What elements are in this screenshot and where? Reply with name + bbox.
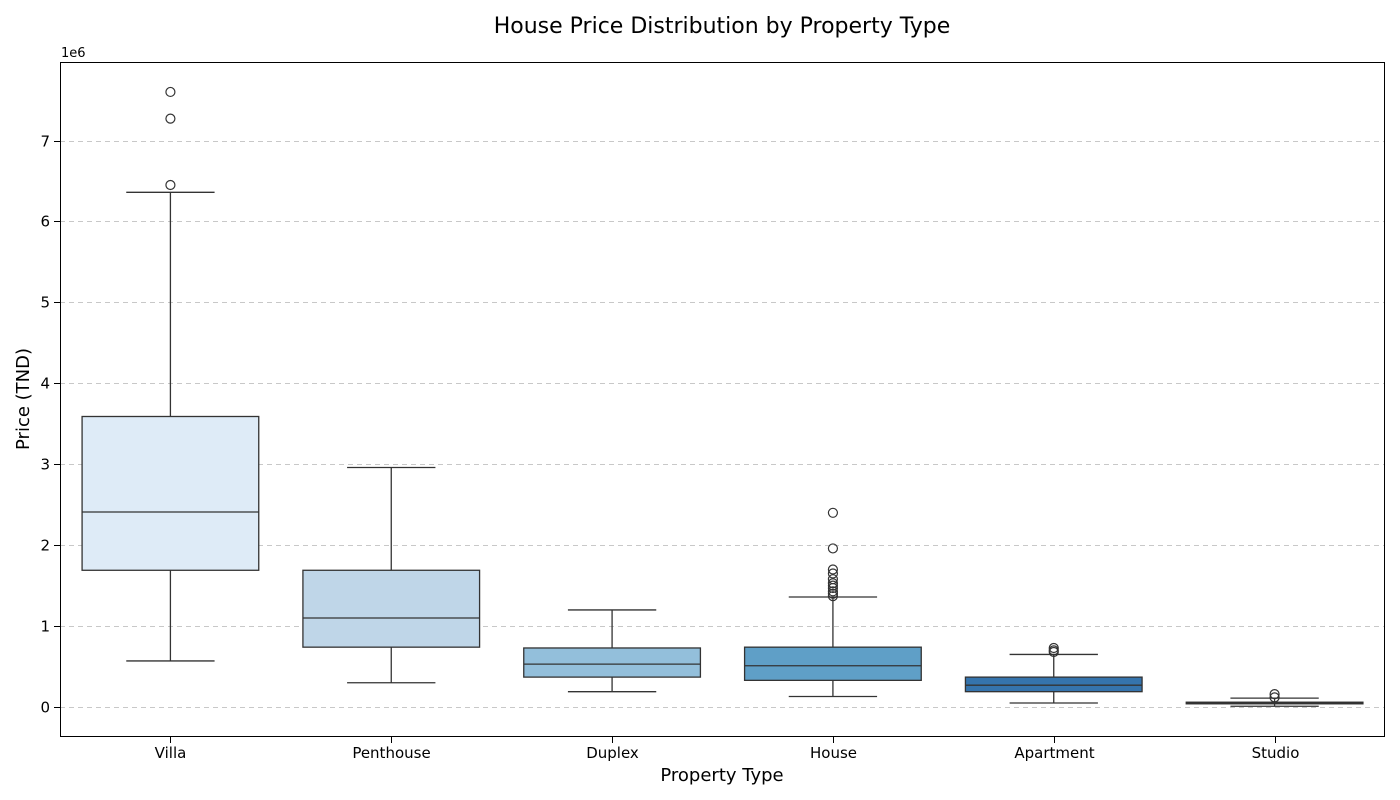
outlier-point [165, 86, 176, 98]
y-tick-label: 4 [40, 375, 50, 393]
y-axis-label: Price (TND) [13, 348, 34, 450]
box-duplex [523, 609, 702, 693]
box-apartment [964, 642, 1143, 704]
x-tick-label: Studio [1252, 744, 1300, 762]
outlier-point [1048, 645, 1059, 656]
box-house [743, 507, 922, 698]
outlier-point [827, 586, 839, 597]
box-series [81, 86, 1364, 707]
outlier-point [1269, 689, 1280, 700]
y-axis-offset-label: 1e6 [61, 46, 86, 61]
outlier-point [827, 507, 839, 518]
y-tick-label: 1 [40, 618, 50, 636]
x-tick-label: Apartment [1014, 744, 1094, 762]
grid-lines [60, 141, 1385, 708]
y-tick-label: 6 [40, 213, 50, 231]
box-body [964, 676, 1143, 693]
y-axis-ticks: 0 1 2 3 4 5 6 7 [40, 133, 60, 717]
outlier-point [165, 179, 176, 191]
box-body [743, 646, 922, 681]
outlier-point [827, 568, 839, 579]
outlier-point [1048, 642, 1059, 654]
box-villa [81, 86, 260, 662]
x-tick-label: House [810, 744, 857, 762]
y-tick-label: 3 [40, 456, 50, 474]
outlier-point [1269, 692, 1280, 703]
outlier-point [827, 588, 839, 599]
outlier-point [827, 578, 839, 589]
chart-title: House Price Distribution by Property Typ… [494, 14, 951, 39]
box-body [523, 647, 702, 678]
y-tick-label: 0 [40, 699, 50, 717]
x-tick-label: Penthouse [352, 744, 430, 762]
y-tick-label: 5 [40, 294, 50, 312]
box-studio [1185, 689, 1364, 707]
box-body [81, 415, 260, 571]
box-penthouse [302, 466, 481, 684]
y-tick-label: 7 [40, 133, 50, 151]
outlier-point [827, 574, 839, 585]
x-tick-label: Villa [155, 744, 187, 762]
outlier-point [827, 564, 839, 575]
outlier-point [827, 580, 839, 591]
outlier-point [827, 543, 839, 554]
plot-frame [60, 62, 1385, 737]
x-axis-label: Property Type [660, 765, 783, 786]
x-tick-label: Duplex [586, 744, 639, 762]
box-body [302, 569, 481, 648]
outlier-point [827, 591, 839, 602]
outlier-point [165, 113, 176, 124]
y-tick-label: 2 [40, 537, 50, 555]
x-axis-ticks: Villa Penthouse Duplex House Apartment Studio [155, 737, 1300, 762]
